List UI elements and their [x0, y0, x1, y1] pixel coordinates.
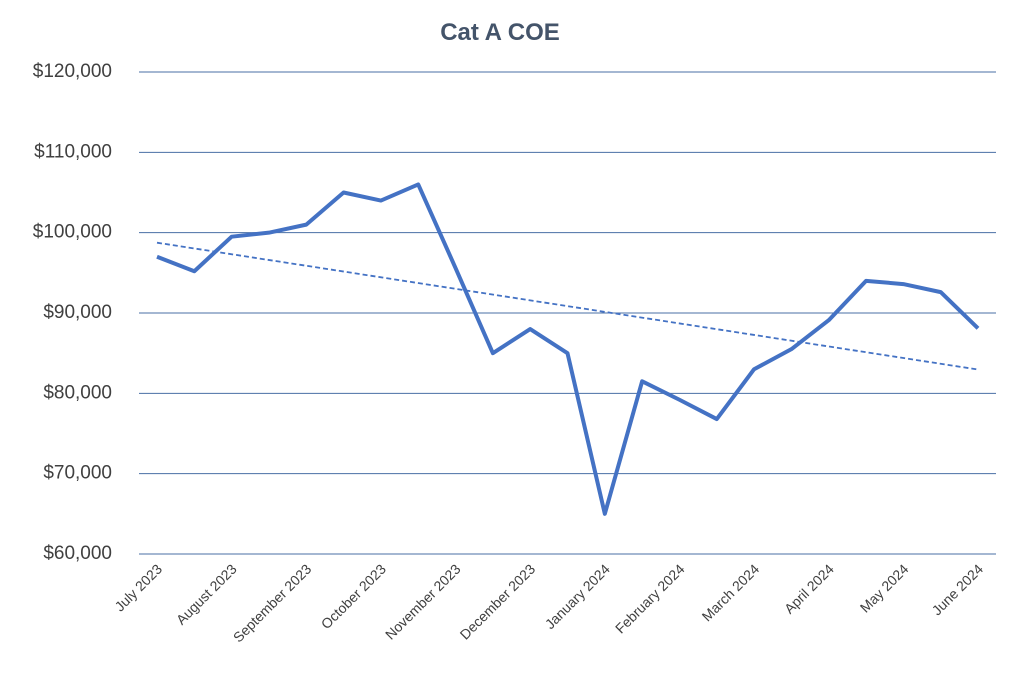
x-tick-label: January 2024 [542, 561, 613, 632]
line [156, 182, 980, 516]
x-tick-label: June 2024 [929, 561, 987, 619]
y-tick-label: $60,000 [43, 543, 112, 564]
x-tick-label: March 2024 [699, 561, 763, 625]
y-tick-label: $80,000 [43, 382, 112, 403]
y-tick-label: $90,000 [43, 302, 112, 323]
y-tick-label: $100,000 [33, 222, 112, 243]
x-tick-label: July 2023 [111, 561, 165, 615]
x-tick-label: August 2023 [173, 561, 240, 628]
x-tick-label: October 2023 [318, 561, 389, 632]
x-tick-label: April 2024 [781, 561, 837, 617]
y-tick-label: $70,000 [43, 463, 112, 484]
x-tick-label: November 2023 [382, 561, 464, 643]
x-tick-label: December 2023 [457, 561, 539, 643]
x-tick-label: May 2024 [857, 561, 912, 616]
y-tick-label: $120,000 [33, 61, 112, 82]
chart-title: Cat A COE [440, 19, 560, 46]
y-tick-label: $110,000 [34, 141, 112, 162]
x-tick-label: February 2024 [612, 561, 688, 637]
trendline [156, 241, 979, 371]
x-tick-label: September 2023 [230, 561, 315, 646]
